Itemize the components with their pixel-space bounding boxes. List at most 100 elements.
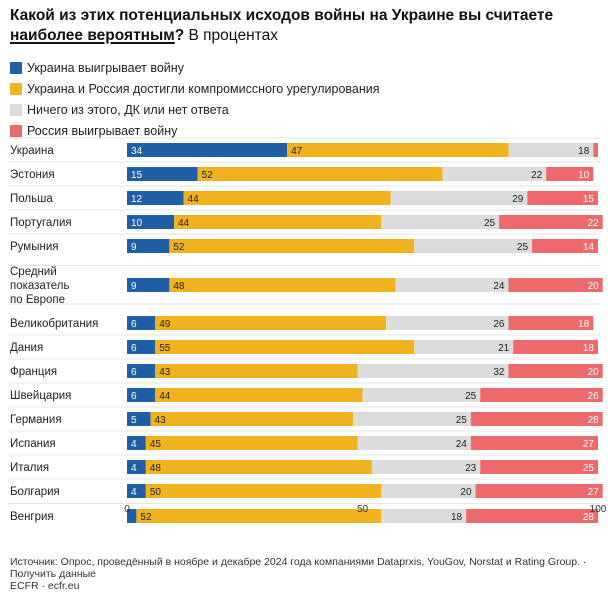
value-label: 18 (583, 343, 595, 354)
legend: Украина выигрывает войну Украина и Росси… (10, 57, 380, 141)
bar-segment (197, 167, 443, 181)
value-label: 32 (493, 367, 505, 378)
category-label: Румыния (10, 241, 58, 253)
category-label: Франция (10, 366, 57, 378)
value-label: 48 (150, 463, 162, 474)
value-label: 25 (456, 415, 468, 426)
bar-segment (546, 167, 594, 181)
bar-segment (127, 412, 151, 426)
bar-segment (127, 215, 175, 229)
bar-segment (499, 215, 603, 229)
bar-segment (466, 509, 598, 523)
value-label: 20 (588, 281, 600, 292)
bar-segment (127, 143, 288, 157)
bar-segment (127, 388, 156, 402)
legend-label: Украина и Россия достигли компромиссного… (27, 81, 380, 96)
x-tick-label: 0 (124, 504, 130, 515)
bar-segment (357, 364, 509, 378)
bar-segment (155, 340, 415, 354)
value-label: 4 (131, 463, 137, 474)
value-label: 45 (150, 439, 162, 450)
brand-text: ECFR · ecfr.eu (10, 580, 80, 592)
legend-item-compromise: Украина и Россия достигли компромиссного… (10, 78, 380, 99)
value-label: 52 (202, 170, 214, 181)
value-label: 44 (178, 218, 190, 229)
value-label: 15 (131, 170, 143, 181)
legend-item-ukraine-wins: Украина выигрывает войну (10, 57, 380, 78)
bar-segment (470, 412, 603, 426)
category-label: Германия (10, 414, 62, 426)
value-label: 20 (588, 367, 600, 378)
bar-segment (475, 484, 603, 498)
value-label: 9 (131, 281, 137, 292)
category-label: Венгрия (10, 511, 54, 523)
bar-segment (381, 509, 467, 523)
category-label: Великобритания (10, 318, 98, 330)
value-label: 18 (578, 319, 590, 330)
bar-segment (155, 316, 387, 330)
value-label: 48 (173, 281, 185, 292)
value-label: 47 (291, 146, 303, 157)
bar-segment (414, 340, 514, 354)
category-label: Швейцария (10, 390, 71, 402)
bar-segment (155, 388, 363, 402)
value-label: 43 (159, 367, 171, 378)
value-label: 22 (531, 170, 543, 181)
bar-segment (127, 278, 170, 292)
bar-segment (470, 436, 598, 450)
bar-segment (127, 167, 198, 181)
bar-segment (414, 239, 533, 253)
category-label: Болгария (10, 486, 60, 498)
legend-item-russia-wins: Россия выигрывает войну (10, 120, 380, 141)
value-label: 50 (150, 487, 162, 498)
value-label: 14 (583, 242, 595, 253)
bar-segment (442, 167, 547, 181)
source-note: Источник: Опрос, проведённый в ноябре и … (10, 556, 600, 592)
value-label: 28 (588, 415, 600, 426)
bar-segment (169, 278, 396, 292)
bar-segment (381, 484, 476, 498)
source-text: Источник: Опрос, проведённый в ноябре и … (10, 556, 587, 568)
value-label: 25 (465, 391, 477, 402)
value-label: 20 (460, 487, 472, 498)
category-label: Украина (10, 145, 54, 157)
bar-segment (371, 460, 481, 474)
value-label: 52 (140, 512, 152, 523)
value-label: 12 (131, 194, 143, 205)
category-label: показатель (10, 280, 69, 292)
bar-segment (593, 143, 598, 157)
category-label: Италия (10, 462, 49, 474)
title-emphasis: наиболее вероятным (10, 27, 175, 44)
bar-segment (532, 239, 598, 253)
value-label: 49 (159, 319, 171, 330)
title-text: Какой из этих потенциальных исходов войн… (10, 7, 554, 24)
bar-segment (145, 484, 382, 498)
category-label: Дания (10, 342, 43, 354)
bar-segment (127, 239, 170, 253)
legend-swatch (10, 103, 22, 116)
bar-segment (395, 278, 509, 292)
bar-segment (127, 436, 146, 450)
category-label: Средний (10, 266, 57, 278)
value-label: 24 (456, 439, 468, 450)
chart-title: Какой из этих потенциальных исходов войн… (10, 6, 600, 46)
legend-label: Украина выигрывает войну (27, 60, 184, 75)
value-label: 25 (583, 463, 595, 474)
category-label: Португалия (10, 217, 72, 229)
get-data-link[interactable]: Получить данные (10, 568, 97, 580)
value-label: 6 (131, 391, 137, 402)
bar-segment (127, 509, 137, 523)
value-label: 15 (583, 194, 595, 205)
value-label: 9 (131, 242, 137, 253)
value-label: 4 (131, 487, 137, 498)
value-label: 10 (131, 218, 143, 229)
category-label: Эстония (10, 169, 55, 181)
value-label: 18 (578, 146, 590, 157)
value-label: 52 (173, 242, 185, 253)
bar-segment (357, 436, 471, 450)
x-tick-label: 50 (357, 504, 369, 515)
bar-segment (362, 388, 481, 402)
bar-segment (508, 364, 603, 378)
bar-segment (381, 215, 500, 229)
